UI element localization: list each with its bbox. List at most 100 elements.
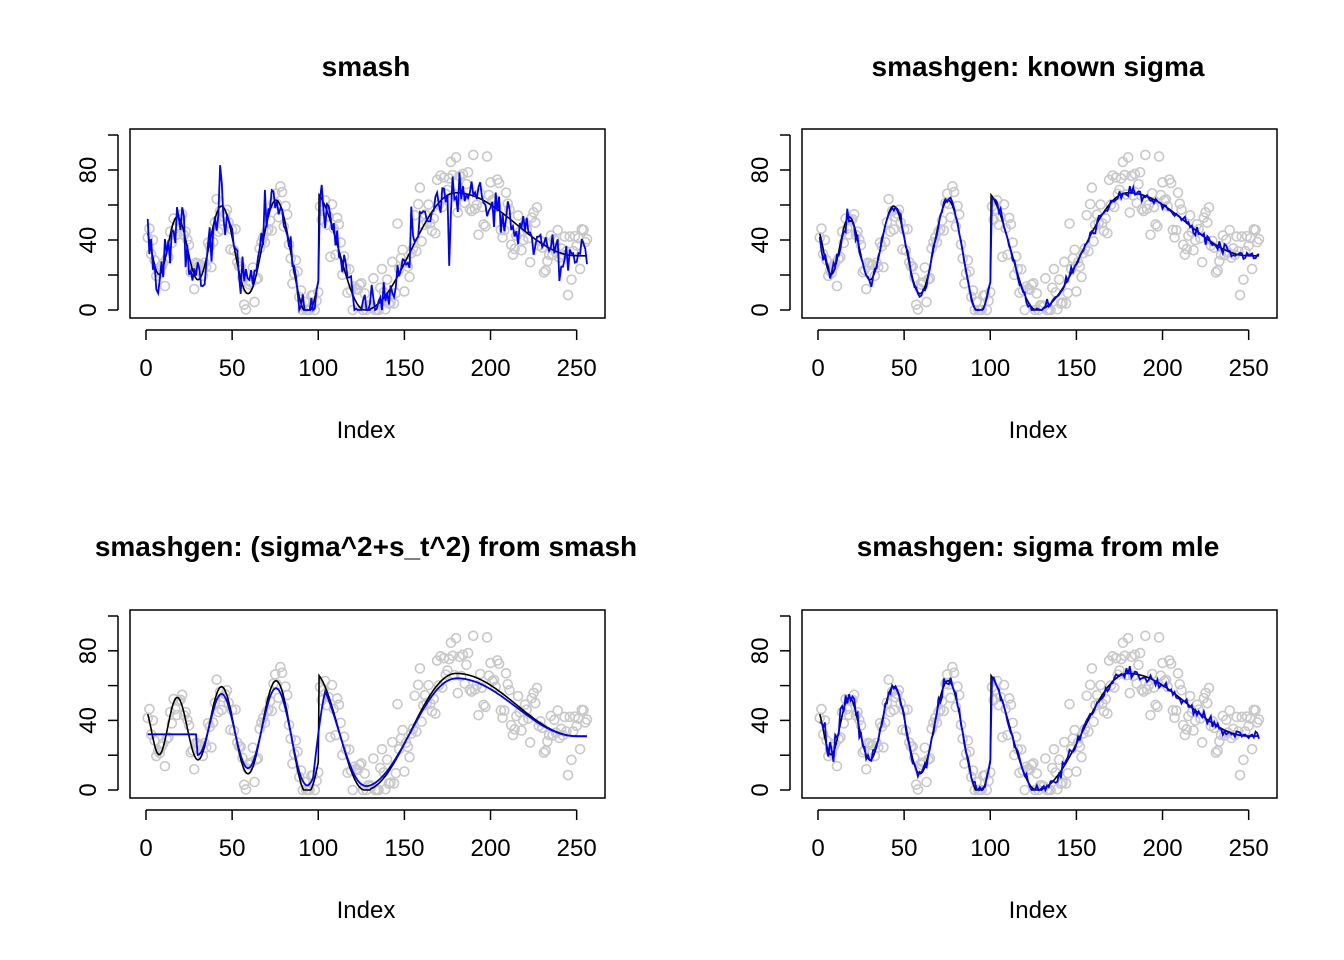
observed-point bbox=[430, 227, 441, 239]
observed-point bbox=[325, 251, 336, 263]
observed-point bbox=[388, 778, 400, 789]
observed-point bbox=[1129, 168, 1141, 180]
observed-point bbox=[1076, 271, 1087, 283]
observed-point bbox=[912, 784, 924, 795]
observed-point bbox=[495, 705, 507, 716]
observed-point bbox=[207, 717, 219, 728]
observed-point bbox=[1234, 769, 1246, 781]
observed-point bbox=[404, 751, 415, 763]
x-tick-label: 0 bbox=[139, 835, 152, 862]
observed-point bbox=[967, 285, 979, 296]
observed-point bbox=[531, 682, 543, 694]
observed-point bbox=[1028, 758, 1039, 769]
observed-point bbox=[1238, 274, 1249, 285]
observed-point bbox=[1202, 217, 1213, 228]
observed-point bbox=[1234, 289, 1246, 301]
observed-point bbox=[516, 725, 527, 736]
observed-point bbox=[473, 709, 484, 721]
observed-point bbox=[457, 168, 469, 180]
observed-point bbox=[144, 703, 155, 715]
observed-point bbox=[831, 280, 843, 292]
estimate-line bbox=[818, 183, 1260, 311]
observed-point bbox=[816, 223, 827, 234]
x-tick-label: 200 bbox=[471, 835, 511, 862]
observed-point bbox=[1196, 256, 1208, 268]
observed-point bbox=[493, 658, 505, 670]
observed-point bbox=[1243, 720, 1254, 732]
observed-point bbox=[1102, 708, 1113, 719]
observed-point bbox=[200, 742, 212, 753]
observed-point bbox=[1003, 693, 1015, 704]
observed-point bbox=[883, 674, 894, 685]
observed-point bbox=[878, 261, 889, 273]
observed-point bbox=[211, 674, 222, 685]
observed-point bbox=[452, 687, 464, 699]
observed-point bbox=[1224, 224, 1236, 236]
observed-point bbox=[1059, 736, 1070, 748]
observed-point bbox=[998, 679, 1010, 691]
observed-point bbox=[1081, 690, 1093, 702]
observed-point bbox=[216, 704, 228, 716]
observed-point bbox=[240, 304, 252, 315]
observed-point bbox=[950, 701, 962, 713]
observed-point bbox=[1031, 288, 1043, 299]
observed-point bbox=[404, 271, 415, 283]
observed-point bbox=[462, 166, 474, 178]
observed-point bbox=[1243, 240, 1254, 251]
observed-point bbox=[307, 289, 319, 301]
observed-point bbox=[878, 742, 889, 753]
observed-point bbox=[1233, 726, 1244, 737]
observed-point bbox=[1062, 767, 1074, 779]
observed-point bbox=[1188, 244, 1199, 256]
y-tick-label: 40 bbox=[75, 227, 102, 254]
observed-point bbox=[380, 303, 391, 315]
observed-point bbox=[159, 280, 171, 292]
observed-point bbox=[938, 705, 950, 717]
y-tick-label: 0 bbox=[747, 303, 774, 316]
observed-point bbox=[373, 304, 384, 316]
observed-point bbox=[1005, 699, 1017, 711]
observed-point bbox=[947, 181, 958, 192]
observed-point bbox=[524, 737, 536, 748]
x-tick-label: 150 bbox=[384, 835, 424, 862]
observed-point bbox=[931, 717, 943, 729]
observed-point bbox=[912, 304, 924, 315]
observed-point bbox=[1048, 263, 1060, 275]
observed-point bbox=[144, 223, 155, 234]
observed-point bbox=[950, 221, 962, 232]
observed-point bbox=[967, 765, 979, 776]
observed-point bbox=[211, 193, 222, 205]
x-tick-label: 50 bbox=[891, 835, 918, 862]
observed-point bbox=[1167, 705, 1179, 716]
observed-point bbox=[159, 760, 171, 772]
observed-point bbox=[176, 689, 188, 701]
observed-point bbox=[1083, 726, 1094, 737]
observed-point bbox=[907, 261, 919, 272]
observed-point bbox=[312, 286, 324, 298]
observed-point bbox=[473, 229, 484, 241]
y-tick-label: 80 bbox=[75, 637, 102, 664]
observed-point bbox=[409, 690, 421, 702]
x-tick-label: 200 bbox=[1143, 835, 1183, 862]
observed-point bbox=[998, 199, 1010, 210]
observed-point bbox=[860, 763, 872, 775]
observed-point bbox=[816, 703, 827, 715]
observed-point bbox=[175, 694, 186, 706]
observed-point bbox=[1122, 632, 1134, 644]
observed-point bbox=[457, 649, 469, 661]
observed-point bbox=[397, 244, 408, 256]
observed-point bbox=[1172, 668, 1184, 679]
observed-point bbox=[1134, 166, 1146, 178]
observed-point bbox=[269, 669, 281, 680]
observed-point bbox=[373, 784, 384, 796]
observed-point bbox=[1119, 169, 1130, 181]
x-tick-label: 200 bbox=[1143, 355, 1183, 382]
observed-point bbox=[1189, 715, 1201, 726]
observed-point bbox=[376, 263, 388, 275]
x-tick-label: 100 bbox=[970, 355, 1010, 382]
observed-point bbox=[478, 219, 489, 230]
observed-point bbox=[888, 704, 900, 716]
plot-frame bbox=[129, 128, 606, 319]
observed-point bbox=[855, 720, 867, 731]
observed-point bbox=[562, 289, 574, 301]
